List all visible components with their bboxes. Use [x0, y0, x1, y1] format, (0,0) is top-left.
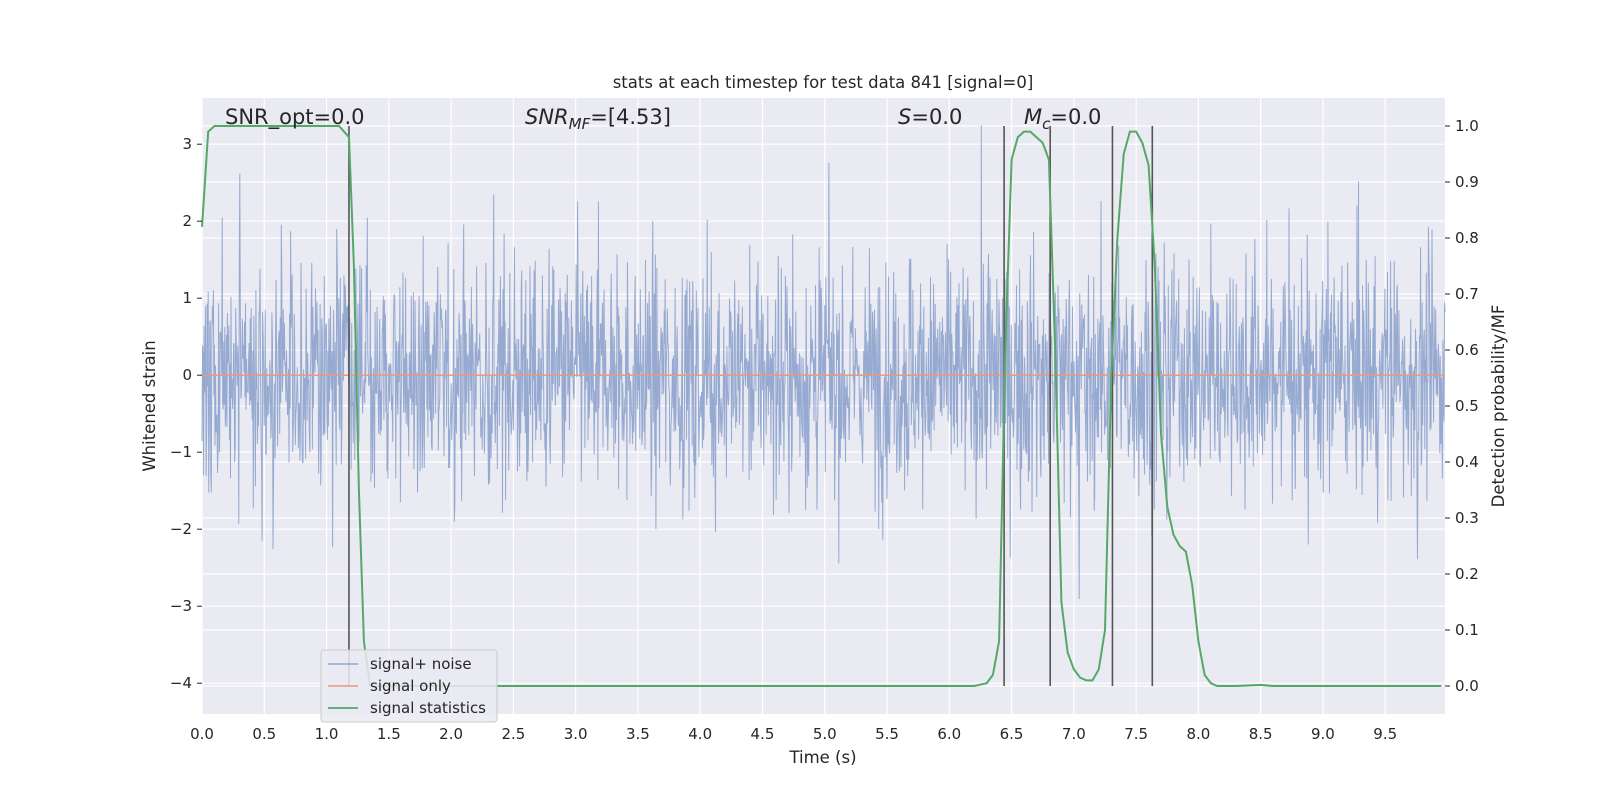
y-right-tick-label: 1.0 — [1455, 117, 1479, 135]
y-left-tick-label: 3 — [182, 135, 192, 153]
x-tick-label: 8.0 — [1186, 725, 1210, 743]
y-left-tick-label: −4 — [170, 674, 192, 692]
legend-label-signal-only: signal only — [370, 677, 451, 695]
x-tick-label: 1.5 — [377, 725, 401, 743]
x-tick-label: 5.5 — [875, 725, 899, 743]
y-right-tick-label: 0.5 — [1455, 397, 1479, 415]
x-tick-label: 5.0 — [813, 725, 837, 743]
x-tick-label: 3.5 — [626, 725, 650, 743]
x-tick-label: 3.0 — [564, 725, 588, 743]
x-tick-label: 0.5 — [252, 725, 276, 743]
y-right-tick-label: 0.9 — [1455, 173, 1479, 191]
legend-box — [320, 649, 498, 723]
x-tick-label: 7.5 — [1124, 725, 1148, 743]
y-left-tick-labels: 3 2 1 0 −1 −2 −3 −4 — [170, 135, 202, 692]
y-right-axis-label: Detection probability/MF — [1489, 305, 1508, 508]
signal-noise-line — [201, 125, 1446, 600]
y-right-tick-label: 0.6 — [1455, 341, 1479, 359]
signal-statistics-line — [201, 125, 1442, 687]
signal-noise-series — [201, 125, 1446, 600]
y-left-tick-label: 2 — [182, 212, 192, 230]
snr-mf-annotation: SNRMF=[4.53] — [525, 105, 671, 133]
y-right-tick-label: 0.2 — [1455, 565, 1479, 583]
y-left-tick-label: 1 — [182, 289, 192, 307]
x-tick-label: 9.5 — [1373, 725, 1397, 743]
snr-opt-annotation: SNR_opt=0.0 — [225, 105, 365, 130]
x-tick-label: 2.5 — [501, 725, 525, 743]
x-tick-label: 0.0 — [190, 725, 214, 743]
x-tick-label: 2.0 — [439, 725, 463, 743]
x-tick-label: 8.5 — [1249, 725, 1273, 743]
y-right-tick-label: 0.8 — [1455, 229, 1479, 247]
y-right-tick-label: 0.3 — [1455, 509, 1479, 527]
x-tick-label: 9.0 — [1311, 725, 1335, 743]
mc-annotation: Mc=0.0 — [1024, 105, 1101, 133]
x-tick-label: 1.0 — [315, 725, 339, 743]
s-annotation: S=0.0 — [898, 105, 962, 129]
y-right-tick-label: 0.7 — [1455, 285, 1479, 303]
y-right-tick-label: 0.1 — [1455, 621, 1479, 639]
y-right-tick-label: 0.4 — [1455, 453, 1479, 471]
x-tick-label: 4.0 — [688, 725, 712, 743]
signal-statistics-series — [201, 125, 1442, 687]
legend: signal+ noise signal only signal statist… — [320, 649, 498, 723]
y-right-tick-labels: 1.0 0.9 0.8 0.7 0.6 0.5 0.4 0.3 0.2 0.1 0.0 — [1445, 117, 1479, 695]
y-left-tick-label: −1 — [170, 443, 192, 461]
legend-label-statistics: signal statistics — [370, 699, 486, 717]
x-tick-label: 6.5 — [1000, 725, 1024, 743]
x-tick-label: 7.0 — [1062, 725, 1086, 743]
x-axis-label: Time (s) — [788, 748, 856, 767]
y-left-axis-label: Whitened strain — [140, 340, 159, 471]
legend-label-noise: signal+ noise — [370, 655, 472, 673]
y-right-tick-label: 0.0 — [1455, 677, 1479, 695]
x-tick-label: 4.5 — [751, 725, 775, 743]
chart-title: stats at each timestep for test data 841… — [613, 73, 1034, 92]
y-left-tick-label: −3 — [170, 597, 192, 615]
y-left-tick-label: 0 — [182, 366, 192, 384]
x-tick-labels: 0.0 0.5 1.0 1.5 2.0 2.5 3.0 3.5 4.0 4.5 5.0 5.5 6.0 6… — [190, 725, 1397, 743]
x-tick-label: 6.0 — [937, 725, 961, 743]
y-left-tick-label: −2 — [170, 520, 192, 538]
